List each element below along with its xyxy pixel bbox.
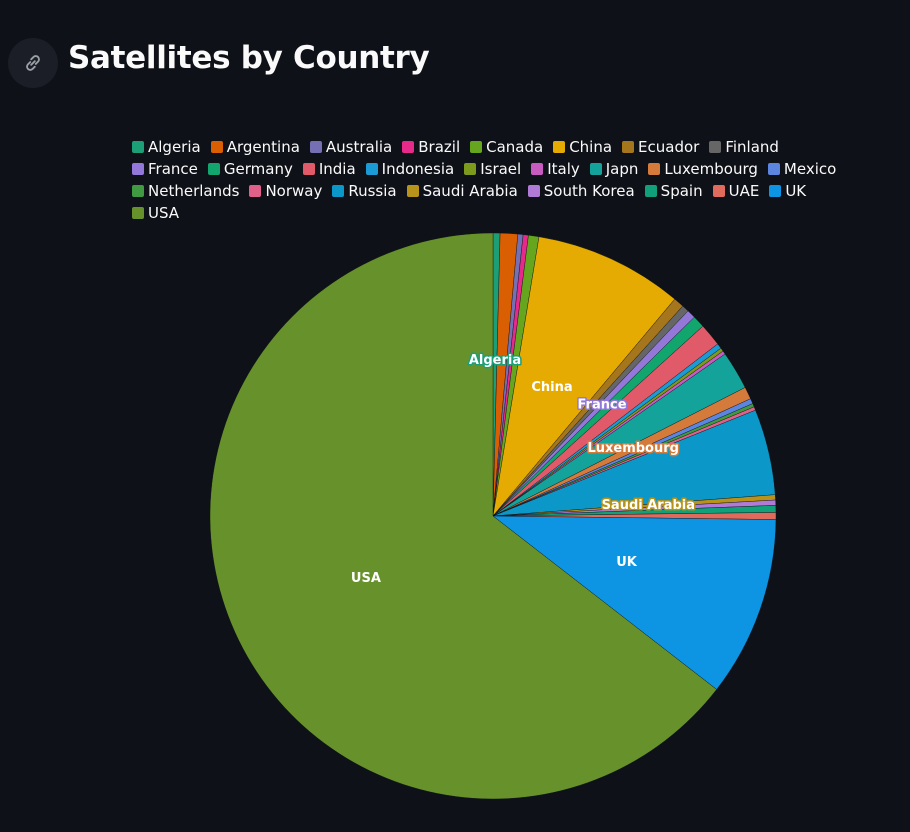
legend-label: Ecuador [638,138,700,156]
legend-label: Canada [486,138,544,156]
legend-label: USA [148,204,180,222]
legend-label: Italy [547,160,580,178]
legend-item-uae[interactable]: UAE [712,180,760,202]
legend-item-australia[interactable]: Australia [309,136,393,158]
legend-label: China [569,138,613,156]
pie-slice-usa[interactable] [209,232,717,800]
legend-item-finland[interactable]: Finland [709,136,779,158]
legend-swatch [302,163,315,175]
pie-slice-china[interactable] [492,236,676,517]
legend-item-israel[interactable]: Israel [464,158,521,180]
legend-item-brazil[interactable]: Brazil [402,136,460,158]
legend-swatch [531,163,544,175]
legend-label: Germany [223,160,293,178]
legend-swatch [709,141,722,153]
legend-label: Netherlands [148,182,240,200]
legend-item-norway[interactable]: Norway [249,180,322,202]
legend-label: Algeria [148,138,201,156]
pie-label-saudi-arabia: Saudi Arabia [602,498,695,513]
legend-item-mexico[interactable]: Mexico [767,158,837,180]
legend-swatch [769,185,782,197]
pie-label-usa: USA [351,571,381,586]
legend-item-south-korea[interactable]: South Korea [527,180,635,202]
legend-swatch [365,163,378,175]
legend-item-luxembourg[interactable]: Luxembourg [648,158,758,180]
legend-item-france[interactable]: France [132,158,198,180]
legend-item-uk[interactable]: UK [769,180,806,202]
legend-swatch [589,163,602,175]
legend-label: Russia [348,182,397,200]
legend-swatch [207,163,220,175]
header: Satellites by Country [0,0,910,110]
legend-item-saudi-arabia[interactable]: Saudi Arabia [406,180,518,202]
legend-label: South Korea [543,182,635,200]
legend-item-argentina[interactable]: Argentina [210,136,300,158]
legend-swatch [406,185,419,197]
legend-label: Norway [265,182,323,200]
legend-item-russia[interactable]: Russia [332,180,397,202]
legend-label: Australia [325,138,393,156]
legend-label: Saudi Arabia [422,182,518,200]
legend-swatch [622,141,635,153]
legend-item-algeria[interactable]: Algeria [132,136,201,158]
legend-label: Mexico [783,160,837,178]
legend-swatch [402,141,415,153]
legend-label: Finland [725,138,779,156]
legend-item-indonesia[interactable]: Indonesia [365,158,455,180]
pie-label-luxembourg: Luxembourg [587,441,679,456]
legend-swatch [132,163,144,175]
pie-slice-uk[interactable] [492,515,777,690]
legend-label: Japn [605,160,639,178]
legend-label: Brazil [418,138,461,156]
legend-label: Israel [480,160,522,178]
legend-item-italy[interactable]: Italy [531,158,580,180]
link-icon-glyph [26,55,40,71]
legend-swatch [132,207,144,219]
legend-item-spain[interactable]: Spain [644,180,703,202]
legend-label: India [318,160,356,178]
legend-item-usa[interactable]: USA [132,202,179,224]
legend-swatch [767,163,780,175]
page-title: Satellites by Country [68,40,430,76]
legend-label: Indonesia [381,160,455,178]
pie-label-china: China [531,380,572,395]
legend-swatch [553,141,566,153]
legend-swatch [332,185,345,197]
legend-label: Argentina [226,138,300,156]
legend-item-india[interactable]: India [302,158,356,180]
pie-label-uk: UK [616,555,638,570]
link-icon[interactable] [8,38,58,88]
legend-label: Spain [660,182,703,200]
pie-label-france: France [578,397,627,412]
legend-swatch [648,163,661,175]
legend-label: UAE [728,182,760,200]
chart-legend: Algeria Argentina Australia Brazil Canada Chi… [132,136,852,224]
legend-swatch [210,141,223,153]
legend-label: Luxembourg [664,160,758,178]
legend-label: France [148,160,198,178]
legend-swatch [249,185,262,197]
legend-swatch [132,141,144,153]
legend-swatch [712,185,725,197]
legend-item-netherlands[interactable]: Netherlands [132,180,239,202]
legend-item-china[interactable]: China [553,136,612,158]
legend-item-ecuador[interactable]: Ecuador [622,136,699,158]
legend-item-canada[interactable]: Canada [470,136,543,158]
legend-swatch [470,141,483,153]
legend-swatch [132,185,144,197]
legend-swatch [527,185,540,197]
legend-item-germany[interactable]: Germany [207,158,293,180]
legend-label: UK [785,182,807,200]
legend-swatch [464,163,477,175]
legend-swatch [309,141,322,153]
legend-item-japn[interactable]: Japn [589,158,639,180]
pie-label-algeria: Algeria [469,353,521,368]
legend-swatch [644,185,657,197]
